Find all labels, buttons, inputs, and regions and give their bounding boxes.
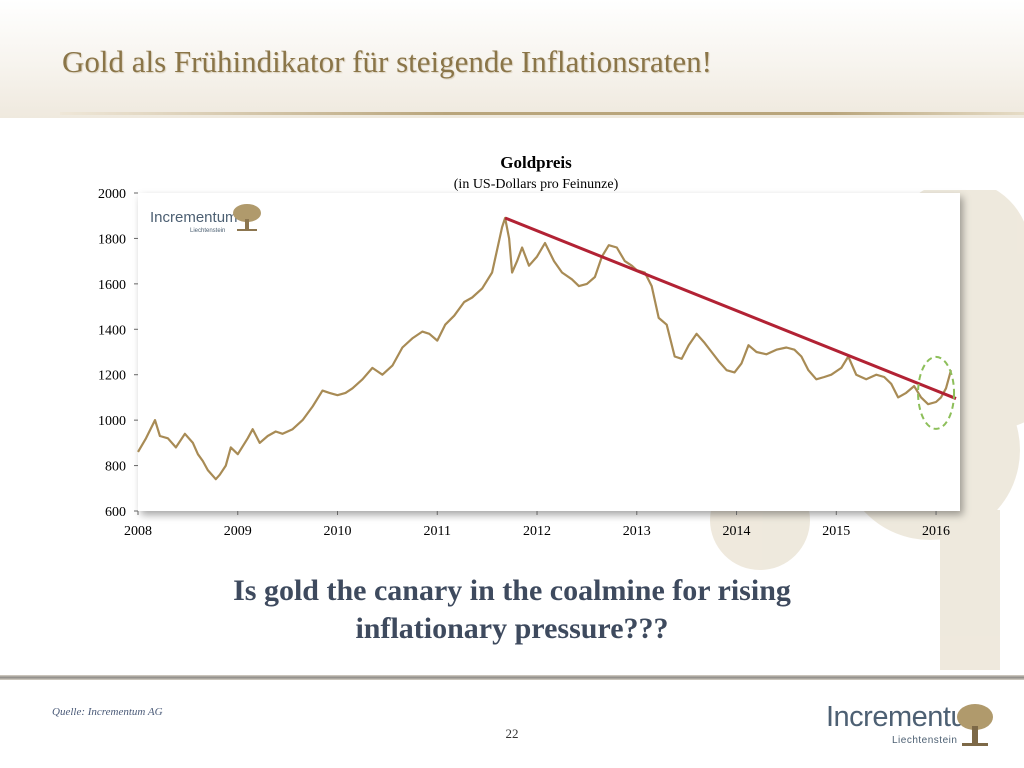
- x-tick-label: 2014: [723, 524, 751, 539]
- y-tick-label: 800: [105, 460, 126, 475]
- tree-icon: [957, 704, 993, 746]
- y-tick-label: 1000: [98, 414, 126, 429]
- slide-title: Gold als Frühindikator für steigende Inf…: [62, 44, 712, 79]
- header-divider: [60, 112, 1024, 115]
- headline: Is gold the canary in the coalmine for r…: [0, 572, 1024, 648]
- headline-line-1: Is gold the canary in the coalmine for r…: [233, 574, 791, 607]
- headline-line-2: inflationary pressure???: [355, 612, 669, 645]
- x-tick-label: 2009: [224, 524, 252, 539]
- trend-line: [504, 216, 957, 400]
- y-tick-label: 600: [105, 505, 126, 520]
- chart-subtitle: (in US-Dollars pro Feinunze): [454, 177, 619, 192]
- footer-divider: [0, 675, 1024, 680]
- x-tick-label: 2016: [922, 524, 950, 539]
- gold-price-chart: Goldpreis (in US-Dollars pro Feinunze) 6…: [98, 153, 960, 539]
- header-background: [0, 0, 1024, 118]
- chart-logo: Incrementum Liechtenstein: [150, 204, 261, 234]
- x-tick-label: 2013: [623, 524, 651, 539]
- y-tick-label: 2000: [98, 187, 126, 202]
- x-tick-label: 2008: [124, 524, 152, 539]
- highlight-ellipse: [917, 355, 956, 430]
- page-number: 22: [505, 726, 519, 741]
- y-tick-label: 1200: [98, 369, 126, 384]
- y-tick-label: 1600: [98, 278, 126, 293]
- source-note: Quelle: Incrementum AG: [52, 706, 163, 718]
- y-tick-label: 1400: [98, 323, 126, 338]
- x-tick-label: 2015: [822, 524, 850, 539]
- gold-price-line: [137, 216, 953, 481]
- x-tick-label: 2011: [424, 524, 451, 539]
- y-tick-label: 1800: [98, 232, 126, 247]
- chart-title: Goldpreis: [500, 153, 572, 172]
- chart-logo-name: Incrementum: [150, 209, 238, 226]
- footer-logo: Incrementum Liechtenstein: [826, 700, 996, 752]
- footer-logo-subtitle: Liechtenstein: [892, 735, 958, 746]
- tree-icon: [233, 204, 261, 231]
- x-tick-label: 2012: [523, 524, 551, 539]
- x-tick-label: 2010: [324, 524, 352, 539]
- chart-logo-subtitle: Liechtenstein: [190, 228, 225, 234]
- plot-area: [138, 193, 960, 511]
